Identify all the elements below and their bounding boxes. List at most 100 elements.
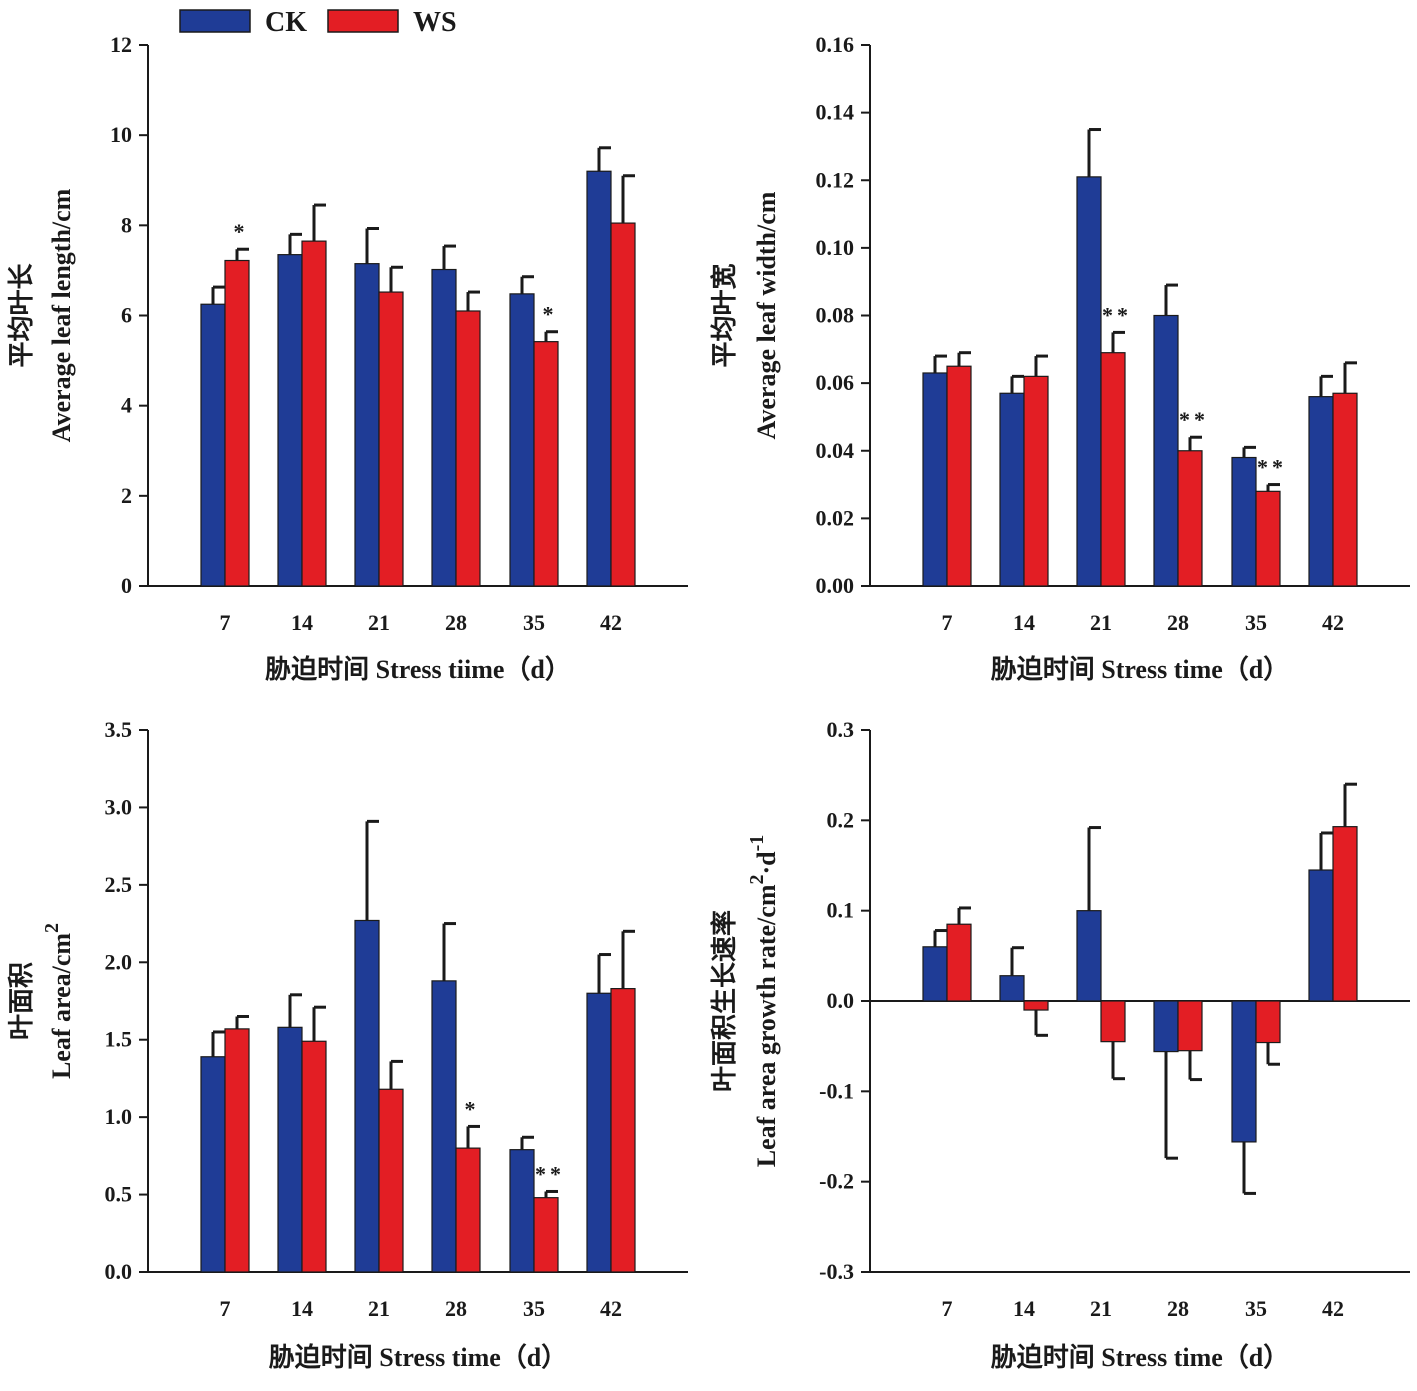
bar-ws-42 (610, 988, 636, 1273)
x-tick-label: 28 (1167, 610, 1189, 635)
bar-ck-28 (431, 980, 457, 1273)
y-tick-label: 3.0 (105, 794, 133, 819)
bar-ck-7 (922, 946, 948, 1002)
bar-ck-21 (354, 919, 380, 1273)
x-tick-label: 7 (942, 610, 953, 635)
bar-ws-28 (1177, 450, 1203, 587)
y-tick-label: 2.5 (105, 872, 133, 897)
y-tick-label: 0.06 (816, 370, 855, 395)
y-tick-label: -0.2 (819, 1169, 854, 1194)
y-axis-title-cn: 平均叶长 (7, 263, 36, 368)
x-axis-title: 胁迫时间 Stress time（d） (269, 1343, 568, 1372)
x-tick-label: 21 (368, 1296, 390, 1321)
bar-ws-7 (224, 1028, 250, 1273)
chart-panel-2: 0.00 0.02 0.04 0.06 0.08 0.10 0.12 0.14 0.16 ** **… (709, 32, 1410, 684)
bar-ws-21 (1100, 352, 1126, 587)
bar-ws-35 (1255, 490, 1281, 587)
y-tick-label: 2 (121, 483, 132, 508)
y-tick-label: -0.3 (819, 1259, 854, 1284)
y-tick-label: 1.5 (105, 1027, 133, 1052)
y-tick-label: 0.00 (816, 573, 855, 598)
y-tick-label: 0.5 (105, 1182, 133, 1207)
bar-ck-14 (277, 1026, 303, 1273)
bar-ck-35 (1231, 456, 1257, 587)
y-tick-label: 0.08 (816, 303, 855, 328)
bar-ck-21 (1076, 910, 1102, 1002)
legend-swatch-ck (179, 9, 251, 33)
x-tick-label: 21 (1090, 1296, 1112, 1321)
y-tick-label: 3.5 (105, 717, 133, 742)
x-tick-label: 35 (1245, 1296, 1267, 1321)
x-tick-label: 42 (1322, 1296, 1344, 1321)
bar-ws-21 (378, 291, 404, 587)
x-tick-label: 28 (445, 610, 467, 635)
legend-label-ck: CK (265, 7, 307, 38)
bar-ck-28 (1153, 1000, 1179, 1053)
bar-ws-42 (610, 222, 636, 587)
y-tick-label: 0.0 (105, 1259, 133, 1284)
y-axis-title-en: Average leaf length/cm (47, 188, 76, 442)
x-tick-label: 14 (1013, 610, 1035, 635)
bar-ck-14 (277, 254, 303, 587)
bar-ck-42 (1308, 869, 1334, 1002)
significance-mark: * (234, 219, 249, 244)
bar-ws-21 (378, 1088, 404, 1273)
bar-ws-7 (224, 259, 250, 587)
legend-label-ws: WS (413, 7, 457, 38)
y-axis-title-cn: 叶面积 (7, 962, 36, 1040)
x-tick-label: 21 (368, 610, 390, 635)
x-tick-label: 14 (291, 610, 313, 635)
y-tick-label: 0.12 (816, 167, 855, 192)
y-axis-title-en: Leaf area growth rate/cm2·d-1 (746, 835, 781, 1168)
bar-ws-28 (455, 1147, 481, 1273)
x-tick-label: 42 (1322, 610, 1344, 635)
y-tick-label: 0.10 (816, 235, 855, 260)
bar-ws-35 (1255, 1000, 1281, 1044)
bar-ck-28 (431, 268, 457, 587)
bar-ck-21 (1076, 176, 1102, 587)
y-tick-label: 0.02 (816, 505, 855, 530)
y-tick-label: 4 (121, 393, 132, 418)
x-tick-label: 7 (220, 610, 231, 635)
bar-ck-28 (1153, 314, 1179, 587)
y-tick-label: 1.0 (105, 1104, 133, 1129)
significance-mark: ** (1179, 407, 1209, 432)
bar-ws-14 (301, 1040, 327, 1273)
y-tick-label: 0.2 (827, 807, 855, 832)
bar-ck-42 (586, 992, 612, 1273)
y-tick-label: 0.0 (827, 988, 855, 1013)
bar-ck-42 (586, 170, 612, 587)
bar-ws-14 (1023, 375, 1049, 587)
significance-mark: ** (1102, 302, 1132, 327)
legend: CK WS (179, 7, 457, 38)
x-tick-label: 28 (445, 1296, 467, 1321)
y-tick-label: 0.3 (827, 717, 855, 742)
x-tick-label: 21 (1090, 610, 1112, 635)
x-tick-label: 14 (291, 1296, 313, 1321)
y-tick-label: 6 (121, 303, 132, 328)
bar-ws-28 (1177, 1000, 1203, 1052)
y-tick-label: 0.16 (816, 32, 855, 57)
x-axis-title: 胁迫时间 Stress time（d） (991, 655, 1290, 684)
y-axis-title-en: Leaf area/cm2 (41, 923, 76, 1079)
x-tick-label: 35 (523, 1296, 545, 1321)
bar-ck-21 (354, 263, 380, 587)
bar-ck-35 (509, 293, 535, 587)
bar-ws-35 (533, 1197, 559, 1273)
chart-panel-3: 0.00.51.01.52.02.53.03.5***7 14 21 28 35 42胁迫… (7, 717, 688, 1372)
bar-ck-7 (200, 303, 226, 587)
bar-ws-7 (946, 365, 972, 587)
bar-ck-14 (999, 975, 1025, 1002)
x-tick-label: 14 (1013, 1296, 1035, 1321)
bar-ws-7 (946, 923, 972, 1002)
bar-ws-35 (533, 341, 559, 587)
bar-ck-35 (1231, 1000, 1257, 1143)
x-axis-title: 胁迫时间 Stress time（d） (991, 1343, 1290, 1372)
bar-ws-14 (301, 240, 327, 587)
x-tick-label: 35 (523, 610, 545, 635)
significance-mark: ** (1257, 455, 1287, 480)
y-tick-label: 0.04 (816, 438, 855, 463)
bar-ck-7 (200, 1056, 226, 1273)
bar-ws-14 (1023, 1000, 1049, 1011)
